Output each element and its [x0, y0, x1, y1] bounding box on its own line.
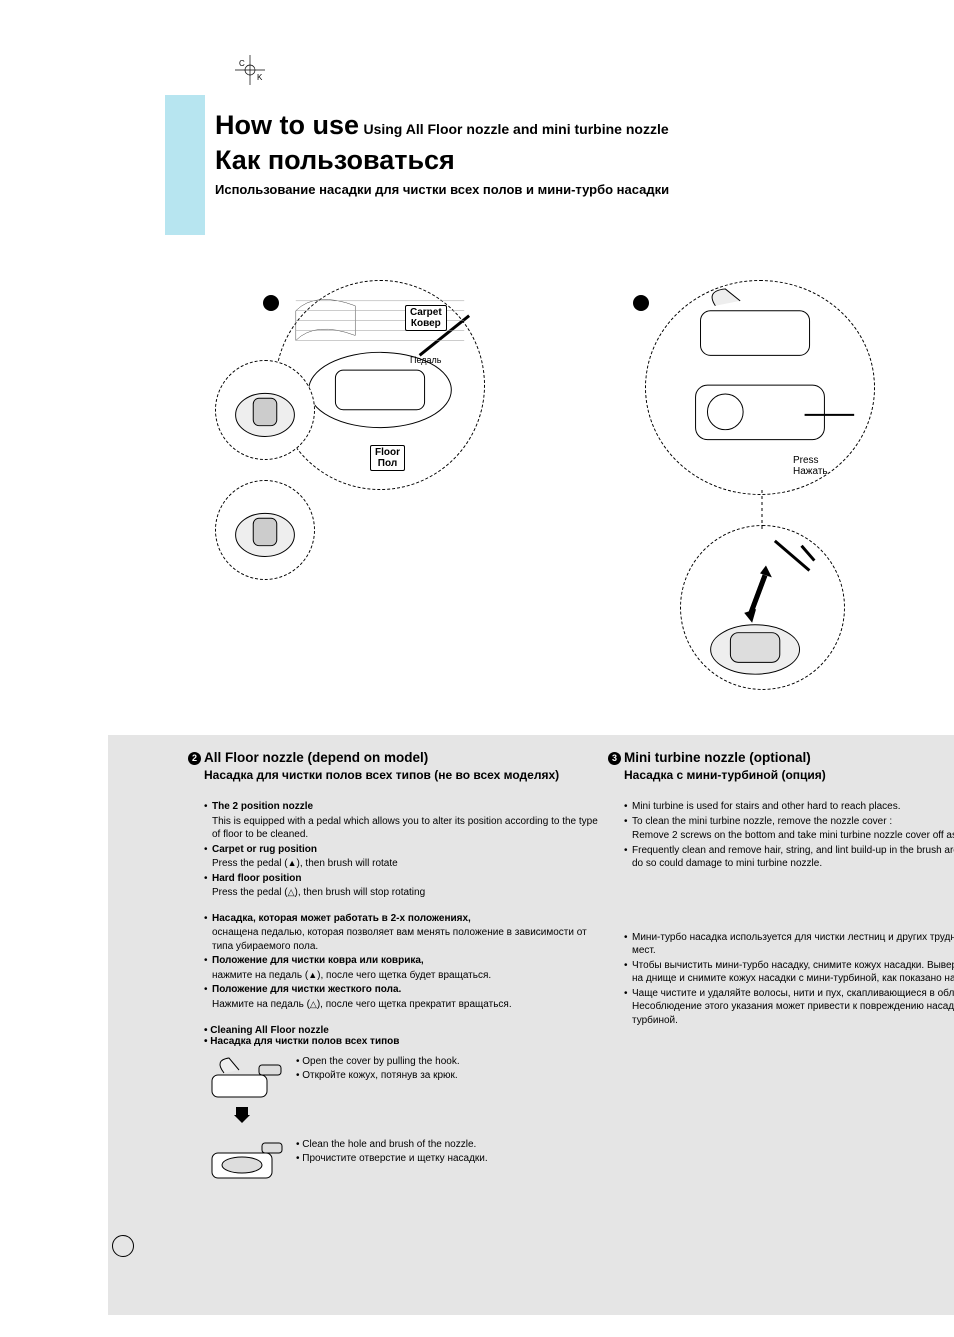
mark-k: K	[257, 73, 263, 82]
num-badge-3: 3	[608, 752, 621, 765]
page-header: How to use Using All Floor nozzle and mi…	[165, 95, 669, 235]
s3-en-body: Mini turbine is used for stairs and othe…	[608, 800, 954, 871]
title-ru: Как пользоваться	[215, 145, 669, 176]
num-badge-2: 2	[188, 752, 201, 765]
s2-title-ru: Насадка для чистки полов всех типов (не …	[188, 768, 598, 782]
main-circle-right	[645, 280, 875, 495]
label-carpet: Carpet Ковер	[405, 305, 447, 331]
header-color-bar	[165, 95, 205, 235]
clean-head-en: Cleaning All Floor nozzle	[204, 1025, 598, 1036]
clean-step-2: Clean the hole and brush of the nozzle. …	[204, 1138, 598, 1188]
label-floor-ru: Пол	[378, 458, 397, 469]
label-press-en: Press	[793, 455, 828, 466]
s3-title-ru: Насадка с мини-турбиной (опция)	[608, 768, 954, 782]
s2-cleaning-block: Cleaning All Floor nozzle Насадка для чи…	[188, 1025, 598, 1188]
label-press-ru: Нажать	[793, 466, 828, 477]
clean-illus-1	[204, 1055, 284, 1105]
instructions-panel: 2All Floor nozzle (depend on model) Наса…	[108, 735, 954, 1315]
s2-ru-body: Насадка, которая может работать в 2-х по…	[188, 912, 598, 1012]
label-carpet-en: Carpet	[410, 307, 442, 318]
clean-s1-ru: Откройте кожух, потянув за крюк.	[296, 1069, 460, 1083]
column-section-2: 2All Floor nozzle (depend on model) Наса…	[188, 750, 598, 1188]
triangle-filled-icon: ▲	[308, 970, 317, 980]
clean-s1-en: Open the cover by pulling the hook.	[296, 1055, 460, 1069]
subtitle-en: Using All Floor nozzle and mini turbine …	[363, 121, 668, 137]
clean-s2-en: Clean the hole and brush of the nozzle.	[296, 1138, 488, 1152]
label-floor: Floor Пол	[370, 445, 405, 471]
subtitle-ru: Использование насадки для чистки всех по…	[215, 182, 669, 197]
page-number-circle	[112, 1235, 134, 1257]
detail-circle-2	[215, 480, 315, 580]
diagram-all-floor: Carpet Ковер Педаль Floor Пол	[215, 280, 505, 590]
label-pedal: Педаль	[410, 355, 441, 365]
label-carpet-ru: Ковер	[411, 318, 441, 329]
detail-circle-1	[215, 360, 315, 460]
registration-mark: C K	[235, 55, 265, 85]
label-press: Press Нажать	[793, 455, 828, 477]
clean-head-ru: Насадка для чистки полов всех типов	[204, 1036, 598, 1047]
clean-s2-ru: Прочистите отверстие и щетку насадки.	[296, 1152, 488, 1166]
s2-en-body: The 2 position nozzle This is equipped w…	[188, 800, 598, 900]
triangle-outline-icon: △	[288, 887, 295, 897]
down-arrow-icon	[204, 1105, 598, 1130]
manual-page: C K How to use Using All Floor nozzle an…	[50, 0, 950, 1337]
s3-title-en: 3Mini turbine nozzle (optional)	[608, 750, 954, 765]
s3-ru-body: Мини-турбо насадка используется для чист…	[608, 931, 954, 1028]
triangle-filled-icon: ▲	[288, 858, 297, 868]
clean-step-1: Open the cover by pulling the hook. Откр…	[204, 1055, 598, 1105]
s2-title-en: 2All Floor nozzle (depend on model)	[188, 750, 598, 765]
diagrams-row: Carpet Ковер Педаль Floor Пол	[215, 280, 915, 700]
label-floor-en: Floor	[375, 447, 400, 458]
column-section-3: 3Mini turbine nozzle (optional) Насадка …	[608, 750, 954, 1028]
connector-line	[760, 490, 764, 530]
title-en: How to use	[215, 110, 359, 140]
detach-circle	[680, 525, 845, 690]
diagram-mini-turbine: Press Нажать	[625, 280, 915, 700]
clean-illus-2	[204, 1138, 284, 1188]
triangle-outline-icon: △	[310, 999, 317, 1009]
mark-c: C	[239, 59, 245, 68]
